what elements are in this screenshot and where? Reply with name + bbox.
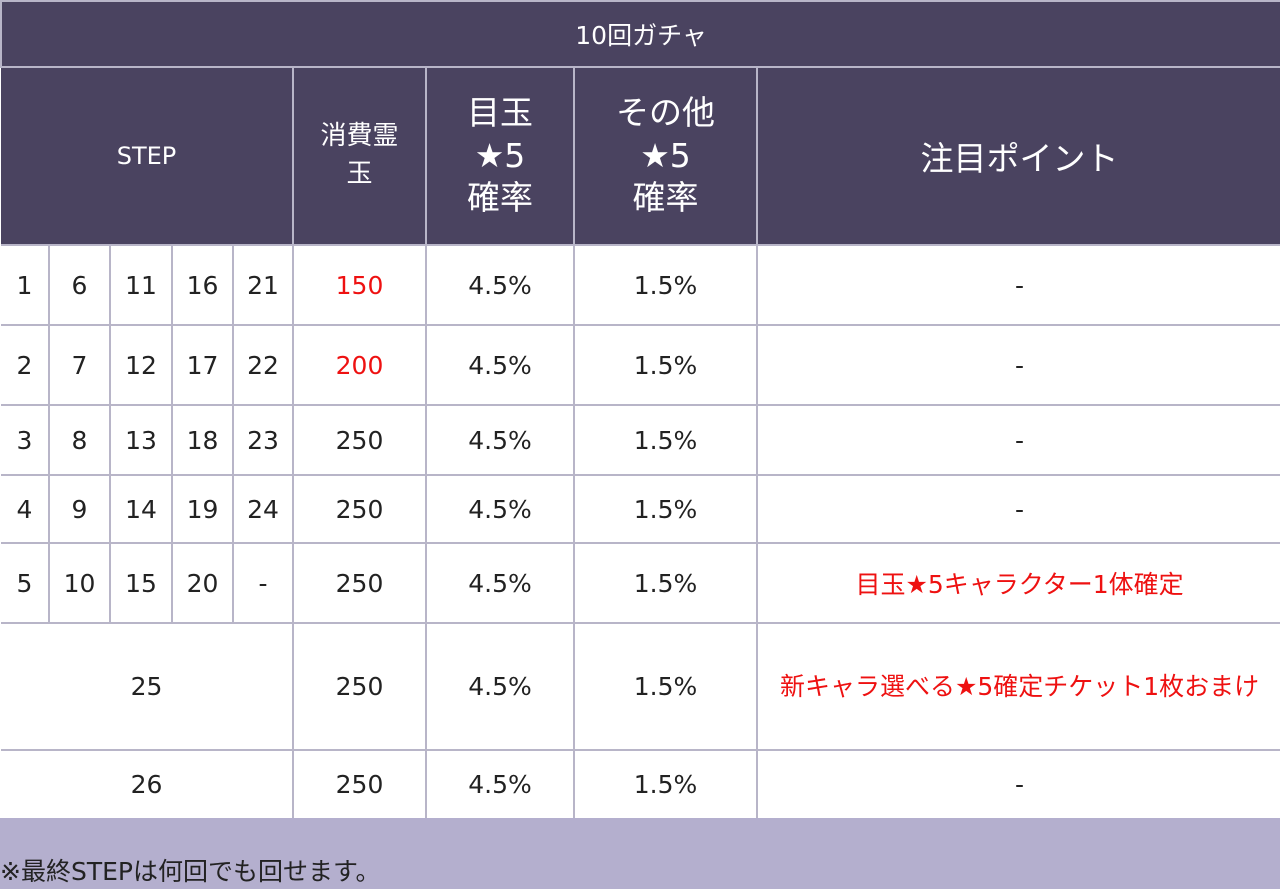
featured-rate-cell: 4.5% [425,474,575,544]
step-cell: 3 [1,404,50,476]
footnote: ※最終STEPは何回でも回せます。 [0,818,1280,889]
step-cell: 15 [109,542,173,624]
step-cell: 24 [232,474,294,544]
header-other-rate: その他 ★5 確率 [573,66,758,246]
step-cell: 14 [109,474,173,544]
step-cell: 12 [109,324,173,406]
table-row: 25 250 4.5% 1.5% 新キャラ選べる★5確定チケット1枚おまけ [1,622,1280,751]
step-cell: 25 [1,622,294,751]
other-rate-cell: 1.5% [573,542,758,624]
gacha-step-table: 10回ガチャ STEP 消費霊 玉 目玉 ★5 確率 その他 ★5 確率 [0,0,1280,820]
step-cell: 8 [48,404,111,476]
point-cell: 目玉★5キャラクター1体確定 [755,542,1280,624]
cost-cell: 200 [292,324,427,406]
table-row: 3 8 13 18 23 250 4.5% 1.5% - [1,404,1280,476]
featured-rate-cell: 4.5% [425,404,575,476]
cost-cell: 250 [292,404,427,476]
point-cell: - [755,474,1280,544]
header-point: 注目ポイント [755,66,1280,246]
header-featured-line2: ★5 [474,135,526,175]
table-row: 1 6 11 16 21 150 4.5% 1.5% - [1,244,1280,326]
header-cost: 消費霊 玉 [292,66,427,246]
point-cell: - [755,244,1280,326]
table-row: 4 9 14 19 24 250 4.5% 1.5% - [1,474,1280,544]
point-cell: 新キャラ選べる★5確定チケット1枚おまけ [755,622,1280,751]
point-cell: - [755,404,1280,476]
featured-rate-cell: 4.5% [425,244,575,326]
step-cell: - [232,542,294,624]
step-cell: 5 [1,542,50,624]
step-cell: 11 [109,244,173,326]
step-cell: 23 [232,404,294,476]
step-cell: 17 [171,324,234,406]
table-row: 5 10 15 20 - 250 4.5% 1.5% 目玉★5キャラクター1体確… [1,542,1280,624]
step-cell: 26 [1,749,294,820]
header-cost-line1: 消費霊 [320,121,399,152]
step-cell: 21 [232,244,294,326]
table-row: 26 250 4.5% 1.5% - [1,749,1280,820]
table-row: 2 7 12 17 22 200 4.5% 1.5% - [1,324,1280,406]
other-rate-cell: 1.5% [573,404,758,476]
step-cell: 13 [109,404,173,476]
point-cell: - [755,749,1280,820]
step-cell: 6 [48,244,111,326]
header-featured-line1: 目玉 [467,92,533,132]
featured-rate-cell: 4.5% [425,542,575,624]
step-cell: 16 [171,244,234,326]
step-cell: 2 [1,324,50,406]
header-other-line1: その他 [616,92,715,132]
table-title: 10回ガチャ [0,0,1280,68]
step-cell: 18 [171,404,234,476]
cost-cell: 250 [292,749,427,820]
header-featured-line3: 確率 [467,178,533,218]
header-row: STEP 消費霊 玉 目玉 ★5 確率 その他 ★5 確率 注目ポイント [1,66,1280,246]
table-title-row: 10回ガチャ [0,0,1280,68]
step-cell: 19 [171,474,234,544]
other-rate-cell: 1.5% [573,474,758,544]
header-other-line2: ★5 [640,135,691,175]
step-cell: 20 [171,542,234,624]
cost-cell: 250 [292,622,427,751]
step-cell: 4 [1,474,50,544]
featured-rate-cell: 4.5% [425,324,575,406]
step-cell: 22 [232,324,294,406]
header-featured-rate: 目玉 ★5 確率 [425,66,575,246]
cost-cell: 150 [292,244,427,326]
step-cell: 10 [48,542,111,624]
point-cell: - [755,324,1280,406]
step-cell: 7 [48,324,111,406]
header-step: STEP [1,66,294,246]
header-other-line3: 確率 [632,178,699,218]
cost-cell: 250 [292,542,427,624]
other-rate-cell: 1.5% [573,324,758,406]
featured-rate-cell: 4.5% [425,622,575,751]
featured-rate-cell: 4.5% [425,749,575,820]
step-cell: 1 [1,244,50,326]
step-cell: 9 [48,474,111,544]
other-rate-cell: 1.5% [573,749,758,820]
header-cost-line2: 玉 [346,159,373,189]
other-rate-cell: 1.5% [573,244,758,326]
cost-cell: 250 [292,474,427,544]
other-rate-cell: 1.5% [573,622,758,751]
